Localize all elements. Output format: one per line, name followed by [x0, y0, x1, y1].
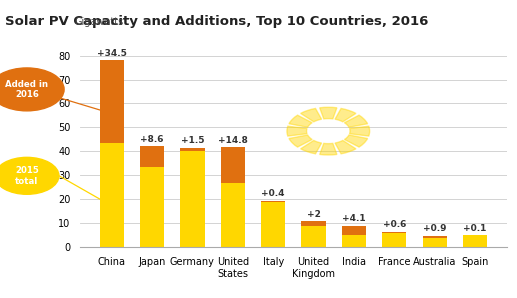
Bar	[180, 151, 205, 247]
Bar	[140, 146, 164, 167]
Text: Gigawatts: Gigawatts	[75, 17, 124, 27]
Bar	[382, 232, 406, 233]
Text: +1.5: +1.5	[180, 136, 204, 145]
Bar	[140, 167, 164, 247]
Bar	[342, 235, 366, 247]
Text: +34.5: +34.5	[97, 49, 127, 58]
Bar	[99, 60, 124, 143]
Text: +0.1: +0.1	[463, 224, 487, 233]
Text: +0.9: +0.9	[423, 224, 447, 233]
Text: +0.4: +0.4	[262, 190, 285, 198]
Text: +4.1: +4.1	[342, 214, 366, 223]
Text: +8.6: +8.6	[140, 135, 164, 144]
Text: Added in
2016: Added in 2016	[5, 80, 49, 99]
Text: +2: +2	[307, 209, 321, 218]
Bar	[221, 147, 245, 183]
Bar	[301, 221, 326, 226]
Bar	[99, 143, 124, 247]
Bar	[221, 183, 245, 247]
Text: +0.6: +0.6	[383, 220, 406, 229]
Text: 2015
total: 2015 total	[15, 166, 39, 186]
Text: +14.8: +14.8	[218, 136, 248, 145]
Bar	[342, 226, 366, 235]
Bar	[261, 201, 285, 202]
Bar	[180, 148, 205, 151]
Text: Solar PV Capacity and Additions, Top 10 Countries, 2016: Solar PV Capacity and Additions, Top 10 …	[5, 15, 429, 28]
Bar	[423, 236, 447, 238]
Bar	[301, 226, 326, 247]
Bar	[463, 235, 487, 247]
Bar	[382, 233, 406, 247]
Bar	[261, 202, 285, 247]
Bar	[423, 238, 447, 247]
